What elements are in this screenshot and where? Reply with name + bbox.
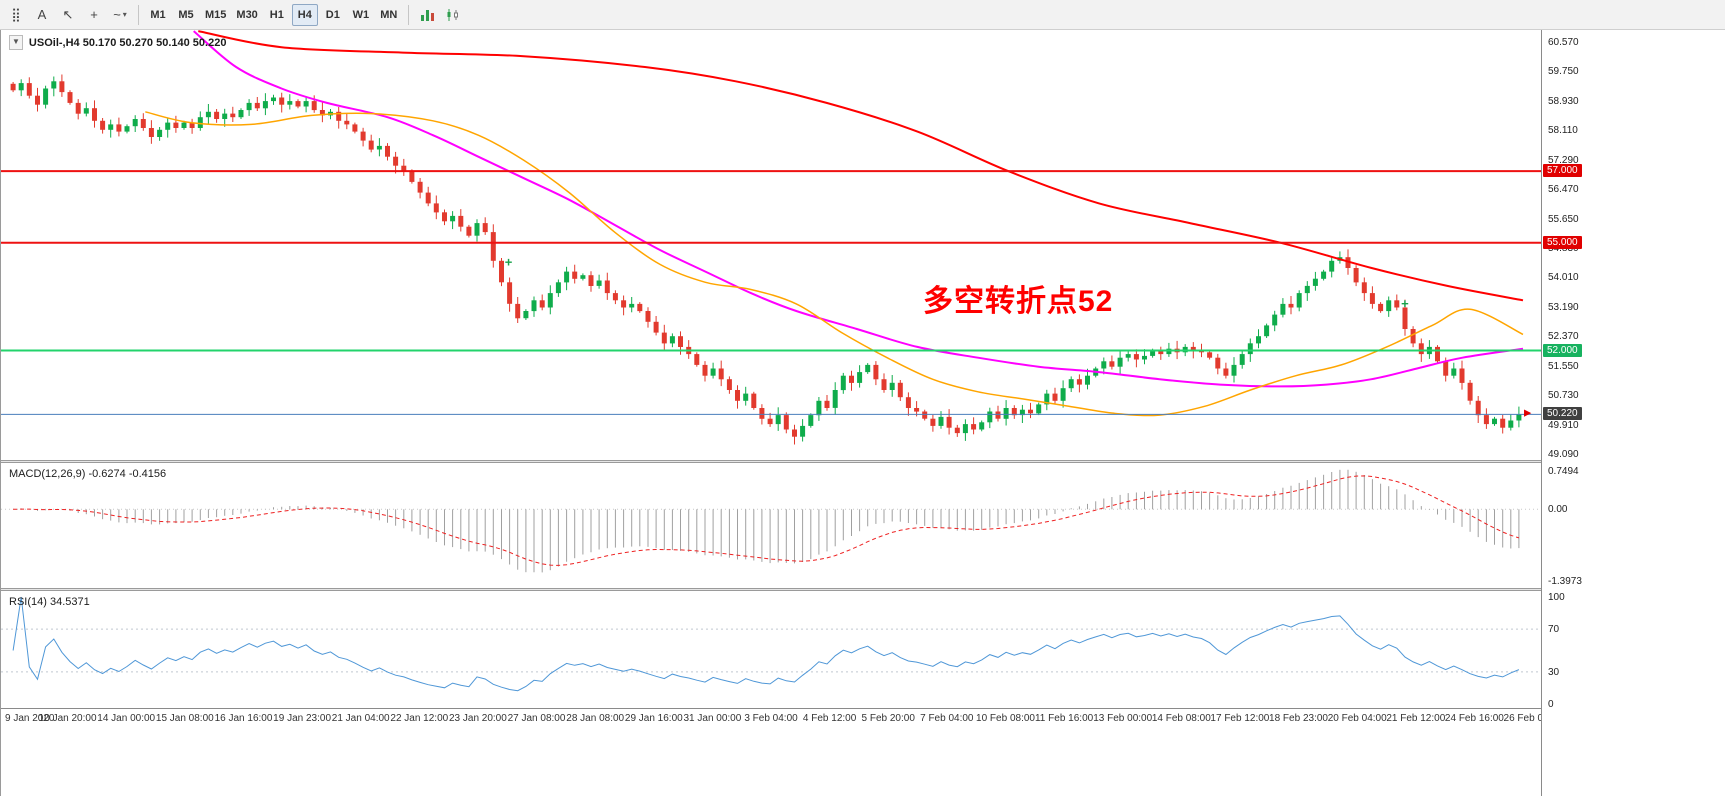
price-axis[interactable]: 60.570 59.750 58.930 58.110 57.290 56.470 55.6… <box>1541 30 1725 796</box>
panel-divider[interactable] <box>1 460 1725 463</box>
axis-label: 0.7494 <box>1548 465 1579 477</box>
svg-text:+: + <box>505 255 513 270</box>
chart-dropdown-icon[interactable]: ▼ <box>9 35 23 50</box>
chart-objects-icon[interactable] <box>441 4 465 26</box>
time-axis-label: 20 Feb 04:00 <box>1327 713 1387 724</box>
time-axis-label: 9 Jan 2020 <box>5 713 55 724</box>
axis-label: -1.3973 <box>1548 576 1582 588</box>
rsi-label: RSI(14) 34.5371 <box>9 596 90 608</box>
time-axis-label: 22 Jan 12:00 <box>390 713 449 724</box>
time-axis-label: 17 Feb 12:00 <box>1210 713 1270 724</box>
timeframe-h4[interactable]: H4 <box>291 3 318 26</box>
time-axis-label: 21 Jan 04:00 <box>331 713 390 724</box>
timeframe-m30[interactable]: M30 <box>232 4 261 26</box>
rsi-title-row: RSI(14) 34.5371 <box>9 596 90 608</box>
timeframe-group: M1 M5 M15 M30 H1 H4 D1 W1 MN <box>145 3 402 26</box>
chart-tools-group <box>415 4 465 26</box>
time-axis-label: 16 Jan 16:00 <box>214 713 273 724</box>
toolbar-separator <box>138 4 139 25</box>
time-axis-label: 23 Jan 20:00 <box>448 713 507 724</box>
timeframe-mn[interactable]: MN <box>376 4 402 26</box>
macd-chart[interactable] <box>1 463 1541 588</box>
dropdown-caret-icon: ▾ <box>122 10 127 19</box>
time-axis-label: 4 Feb 12:00 <box>802 713 857 724</box>
indicators-icon[interactable] <box>415 4 439 26</box>
chart-ohlc-title: USOil-,H4 50.170 50.270 50.140 50.220 <box>28 36 227 49</box>
cursor-icon[interactable]: ↖ <box>56 4 80 26</box>
timeframe-w1[interactable]: W1 <box>348 4 374 26</box>
main-chart-panel[interactable]: + + ▸ ▼ USOil-,H4 50.170 50.270 50.140 50.… <box>1 30 1541 460</box>
chart-annotation: 多空转折点52 <box>923 285 1114 318</box>
time-axis-label: 11 Feb 16:00 <box>1034 713 1094 724</box>
time-axis-label: 18 Feb 23:00 <box>1269 713 1328 724</box>
price-tag: 55.000 <box>1543 235 1582 249</box>
axis-label: 50.730 <box>1548 390 1579 402</box>
toolbar-separator <box>407 4 409 25</box>
time-axis[interactable]: 9 Jan 2020 10 Jan 20:00 14 Jan 00:00 15 Jan… <box>1 708 1725 729</box>
time-axis-label: 27 Jan 08:00 <box>507 713 566 724</box>
drawing-tools-group: ⣿ A ↖ + ~ ▾ <box>4 4 132 26</box>
time-axis-label: 14 Feb 08:00 <box>1151 713 1211 724</box>
text-label-icon[interactable]: A <box>30 4 54 26</box>
time-axis-label: 13 Feb 00:00 <box>1093 713 1153 724</box>
chart-title-row: ▼ USOil-,H4 50.170 50.270 50.140 50.220 <box>9 35 226 50</box>
time-axis-label: 3 Feb 04:00 <box>744 713 798 724</box>
time-axis-label: 15 Jan 08:00 <box>155 713 214 724</box>
axis-label: 58.110 <box>1548 125 1578 137</box>
macd-panel[interactable]: MACD(12,26,9) -0.6274 -0.4156 <box>1 463 1541 588</box>
toolbar: ⣿ A ↖ + ~ ▾ M1 M5 M15 M30 H1 H4 D1 W1 MN <box>0 0 1725 30</box>
axis-label: 57.290 <box>1548 154 1579 166</box>
time-axis-label: 7 Feb 04:00 <box>920 713 974 724</box>
timeframe-m5[interactable]: M5 <box>173 4 199 26</box>
rsi-chart[interactable] <box>1 591 1541 708</box>
time-axis-label: 5 Feb 20:00 <box>861 713 915 724</box>
time-axis-label: 31 Jan 00:00 <box>683 713 742 724</box>
time-axis-label: 14 Jan 00:00 <box>97 713 156 724</box>
rsi-panel[interactable]: RSI(14) 34.5371 <box>1 591 1541 708</box>
axis-label: 49.090 <box>1548 449 1579 460</box>
axis-label: 100 <box>1548 592 1565 603</box>
time-axis-label: 10 Jan 20:00 <box>38 713 97 724</box>
time-axis-label: 21 Feb 12:00 <box>1386 713 1446 724</box>
panel-divider[interactable] <box>1 588 1725 591</box>
axis-label: 53.190 <box>1548 301 1579 313</box>
axis-label: 49.910 <box>1548 419 1579 431</box>
time-axis-label: 26 Feb 00:00 <box>1503 713 1563 724</box>
candlestick-chart[interactable]: + + ▸ <box>1 30 1541 460</box>
crosshair-icon[interactable]: + <box>82 4 106 26</box>
axis-label: 70 <box>1548 624 1560 636</box>
axis-label: 60.570 <box>1548 36 1579 48</box>
line-style-icon[interactable]: ~ ▾ <box>108 4 132 26</box>
axis-label: 0 <box>1548 699 1554 710</box>
axis-label: 55.650 <box>1548 213 1579 225</box>
time-axis-label: 24 Feb 16:00 <box>1444 713 1504 724</box>
macd-title-row: MACD(12,26,9) -0.6274 -0.4156 <box>9 468 166 480</box>
time-axis-label: 19 Jan 23:00 <box>273 713 332 724</box>
time-axis-label: 28 Jan 08:00 <box>566 713 625 724</box>
price-tag: 50.220 <box>1543 407 1582 421</box>
timeframe-m1[interactable]: M1 <box>145 4 171 26</box>
time-axis-label: 29 Jan 16:00 <box>624 713 683 724</box>
axis-label: 52.370 <box>1548 331 1579 343</box>
grid-icon[interactable]: ⣿ <box>4 4 28 26</box>
svg-text:▸: ▸ <box>1523 405 1532 420</box>
axis-label: 58.930 <box>1548 95 1579 107</box>
axis-label: 0.00 <box>1548 504 1568 516</box>
timeframe-m15[interactable]: M15 <box>201 4 230 26</box>
axis-label: 30 <box>1548 666 1560 678</box>
chart-window: + + ▸ ▼ USOil-,H4 50.170 50.270 50.140 50.… <box>0 30 1725 796</box>
time-axis-label: 10 Feb 08:00 <box>976 713 1035 724</box>
axis-label: 59.750 <box>1548 66 1579 78</box>
indicators-icon-glyph <box>420 9 434 21</box>
price-tag: 52.000 <box>1543 343 1582 357</box>
axis-label: 51.550 <box>1548 360 1579 372</box>
axis-label: 54.010 <box>1548 272 1579 284</box>
axis-label: 56.470 <box>1548 184 1579 196</box>
macd-label: MACD(12,26,9) -0.6274 -0.4156 <box>9 468 167 480</box>
chart-objects-icon-glyph <box>447 8 458 21</box>
svg-text:+: + <box>1401 296 1409 311</box>
timeframe-h1[interactable]: H1 <box>264 4 290 26</box>
timeframe-d1[interactable]: D1 <box>320 4 346 26</box>
price-tag: 57.000 <box>1543 164 1582 178</box>
